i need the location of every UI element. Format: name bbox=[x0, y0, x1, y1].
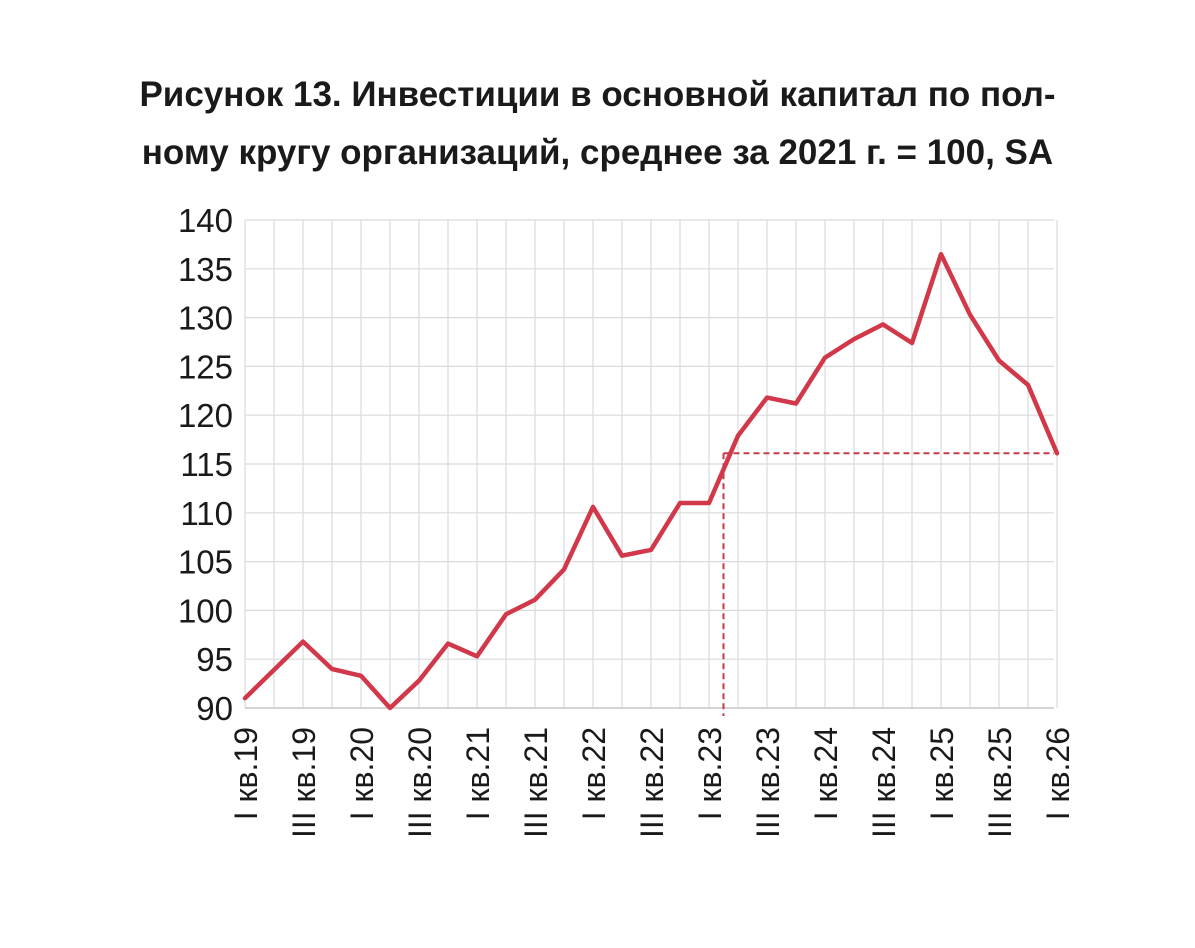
y-tick-label: 125 bbox=[178, 348, 233, 385]
data-point bbox=[968, 313, 972, 317]
x-tick-label: I кв.20 bbox=[344, 727, 380, 820]
series bbox=[242, 251, 1060, 711]
x-tick-label: III кв.25 bbox=[982, 727, 1018, 838]
x-tick-label: I кв.26 bbox=[1040, 727, 1076, 820]
y-tick-label: 100 bbox=[178, 592, 233, 629]
y-tick-label: 115 bbox=[180, 446, 233, 483]
data-point bbox=[881, 322, 885, 326]
data-point bbox=[939, 252, 943, 256]
x-tick-label: I кв.25 bbox=[924, 727, 960, 820]
y-tick-label: 120 bbox=[178, 397, 233, 434]
y-tick-label: 95 bbox=[196, 641, 233, 678]
x-tick-label: I кв.22 bbox=[576, 727, 612, 820]
data-point bbox=[243, 696, 247, 700]
data-point bbox=[272, 668, 276, 672]
data-point bbox=[997, 359, 1001, 363]
x-axis: I кв.19 III кв.19 I кв.20 III кв.20 I кв.21 I… bbox=[228, 707, 1076, 838]
x-tick-label: III кв.22 bbox=[634, 727, 670, 838]
data-point bbox=[852, 337, 856, 341]
y-tick-label: 135 bbox=[178, 251, 233, 288]
x-tick-label: III кв.20 bbox=[402, 727, 438, 838]
data-point bbox=[707, 501, 711, 505]
x-tick-label: I кв.24 bbox=[808, 727, 844, 820]
x-tick-label: I кв.19 bbox=[228, 727, 264, 820]
reference-lines bbox=[722, 452, 1054, 716]
data-point bbox=[330, 667, 334, 671]
data-point bbox=[533, 598, 537, 602]
data-point bbox=[1055, 451, 1059, 455]
data-point bbox=[388, 706, 392, 710]
data-point bbox=[1026, 383, 1030, 387]
data-point bbox=[591, 505, 595, 509]
x-tick-label: I кв.23 bbox=[692, 727, 728, 820]
y-tick-label: 110 bbox=[180, 495, 233, 532]
x-tick-label: III кв.19 bbox=[286, 727, 322, 838]
y-tick-label: 90 bbox=[196, 690, 233, 727]
data-point bbox=[417, 679, 421, 683]
data-point bbox=[562, 567, 566, 571]
y-tick-label: 105 bbox=[178, 544, 233, 581]
data-point bbox=[736, 434, 740, 438]
x-tick-label: I кв.21 bbox=[460, 727, 496, 820]
data-point bbox=[446, 642, 450, 646]
y-tick-label: 140 bbox=[178, 202, 233, 239]
x-tick-label: III кв.24 bbox=[866, 727, 902, 838]
data-point bbox=[649, 548, 653, 552]
data-point bbox=[794, 401, 798, 405]
data-point bbox=[765, 396, 769, 400]
data-point bbox=[910, 341, 914, 345]
data-point bbox=[823, 356, 827, 360]
y-axis: 140 135 130 125 120 115 110 105 100 95 90 bbox=[178, 202, 233, 727]
y-tick-label: 130 bbox=[178, 300, 233, 337]
x-tick-label: III кв.23 bbox=[750, 727, 786, 838]
data-point bbox=[678, 501, 682, 505]
data-point bbox=[620, 554, 624, 558]
x-tick-label: III кв.21 bbox=[518, 727, 554, 838]
data-point bbox=[475, 654, 479, 658]
data-point bbox=[301, 640, 305, 644]
grid bbox=[244, 219, 1058, 709]
chart-title: Рисунок 13. Инвестиции в основной капита… bbox=[0, 66, 1195, 182]
data-point bbox=[359, 674, 363, 678]
chart-title-line-2: ному кругу организаций, среднее за 2021 … bbox=[141, 133, 1054, 172]
chart-title-line-1: Рисунок 13. Инвестиции в основной капита… bbox=[139, 75, 1056, 114]
data-point bbox=[504, 612, 508, 616]
